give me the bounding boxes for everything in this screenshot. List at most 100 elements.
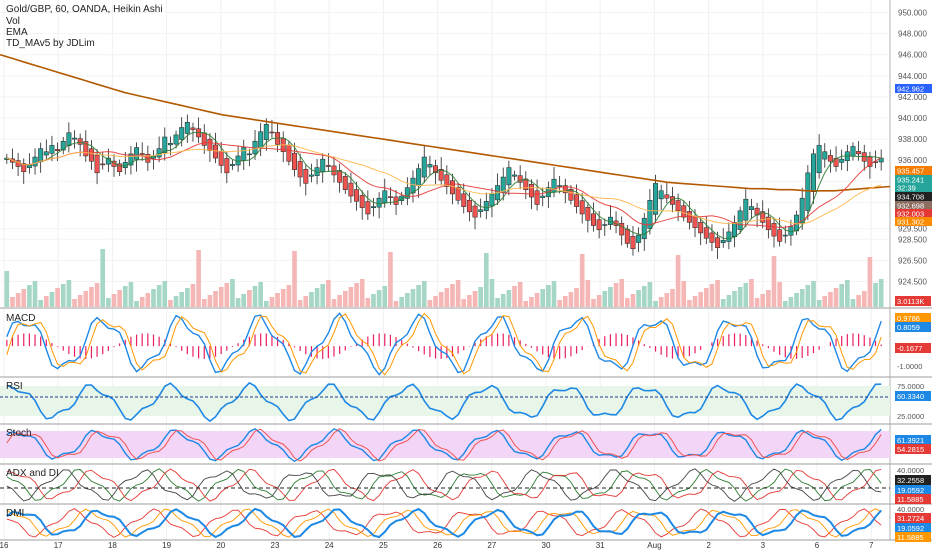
macd-histogram-bar (181, 346, 183, 351)
volume-bar (393, 301, 399, 307)
volume-bar (337, 295, 342, 307)
macd-histogram-bar (733, 333, 736, 347)
candle-body (83, 141, 89, 157)
macd-histogram-bar (34, 334, 36, 347)
volume-bar (421, 281, 427, 307)
macd-histogram-bar (220, 346, 222, 355)
candle-body (574, 194, 580, 207)
volume-bar (320, 284, 326, 307)
price-tag (895, 217, 932, 226)
macd-histogram-bar (880, 344, 882, 347)
macd-histogram-bar (852, 333, 854, 347)
macd-histogram-bar (141, 333, 143, 347)
candle-body (540, 195, 546, 198)
volume-bar (433, 296, 438, 307)
candle-body (489, 193, 495, 207)
price-tag (895, 84, 932, 93)
volume-bar (726, 295, 732, 307)
value-tag (895, 313, 931, 323)
candle-body (365, 201, 371, 215)
pane-label-macd: MACD (6, 313, 36, 324)
candle-body (557, 185, 563, 187)
macd-histogram-bar (248, 336, 250, 347)
volume-bar (151, 289, 156, 307)
volume-bar (190, 284, 196, 307)
macd-histogram-bar (237, 343, 239, 347)
candle-body (528, 184, 534, 198)
candle-body (816, 145, 822, 174)
macd-histogram-bar (119, 343, 121, 347)
price-tick-label: 948.000 (898, 30, 927, 39)
volume-bar (405, 293, 410, 307)
macd-histogram-bar (502, 333, 504, 347)
macd-histogram-bar (463, 346, 465, 351)
volume-bar (162, 281, 168, 307)
volume-bar (348, 287, 354, 307)
candle-body (88, 148, 94, 162)
candle-body (641, 217, 647, 240)
value-tag (895, 523, 931, 533)
candle-body (354, 189, 360, 202)
candle-body (681, 205, 687, 218)
volume-bar (275, 293, 280, 307)
candle-body (585, 207, 591, 221)
volume-bar (43, 296, 49, 307)
rsi-band (0, 386, 890, 416)
moving-average-overlays (0, 53, 891, 539)
time-axis[interactable]: 16 17 18 19 20 23 24 25 26 27 30 31 Aug 2 3 6 7 (0, 541, 874, 550)
price-axis[interactable]: 950.000 948.000 946.000 944.000 942.000 940.0… (895, 9, 932, 542)
candle-body (777, 229, 783, 242)
price-tick-label: 928.500 (898, 235, 927, 244)
volume-bar (213, 291, 218, 307)
volume-bar (331, 299, 337, 307)
candle-body (748, 206, 754, 210)
volume-bar (562, 296, 568, 307)
candle-body (72, 137, 77, 140)
volume-bar (799, 289, 805, 307)
x-tick-label: 18 (108, 541, 117, 550)
volume-bar (32, 281, 38, 307)
macd-histogram-bar (124, 339, 126, 347)
legend-td-mav5: TD_MAv5 by JDLim (6, 38, 95, 49)
price-tag-label: 932.698 (897, 202, 924, 211)
heikin-ashi-candles[interactable] (4, 114, 884, 259)
x-tick-label: 19 (162, 541, 171, 550)
candle-body (709, 232, 715, 243)
macd-histogram-bar (198, 346, 200, 359)
price-tick-label: 946.000 (898, 51, 927, 60)
macd-histogram-bar (829, 342, 832, 347)
macd-tick-label: -1.0000 (897, 362, 922, 371)
candle-body (43, 151, 49, 156)
macd-histogram-bar (801, 346, 803, 358)
volume-bar (653, 301, 658, 307)
volume-bar (49, 292, 55, 307)
volume-bar (579, 254, 585, 307)
macd-histogram-bar (226, 346, 228, 351)
volume-bar (732, 291, 737, 307)
candle-body (416, 168, 422, 186)
x-tick-label: 25 (379, 541, 388, 550)
volume-bar (568, 292, 574, 307)
macd-histogram-bar (728, 334, 730, 347)
price-tag-label: 934.708 (897, 193, 924, 202)
macd-histogram-bar (513, 337, 516, 347)
value-tag (895, 494, 931, 504)
macd-histogram-bar (299, 346, 301, 352)
macd-histogram-bar (581, 346, 583, 351)
stoch-tick-label: 54.2815 (897, 445, 924, 454)
volume-bar (478, 287, 483, 307)
volume-bar (625, 298, 630, 307)
volume-bar (145, 293, 151, 307)
candle-body (371, 206, 376, 208)
volume-bar (139, 297, 145, 307)
candle-body (765, 216, 771, 231)
macd-histogram-bar (570, 346, 572, 357)
macd-histogram-bar (615, 333, 617, 347)
macd-histogram-bar (231, 346, 234, 347)
dmi-tick-label: 11.5885 (897, 533, 924, 542)
x-tick-label: 26 (433, 541, 442, 550)
dmi-tick-label: 31.2724 (897, 514, 924, 523)
volume-bar (658, 297, 664, 307)
volume-bar (134, 301, 139, 307)
